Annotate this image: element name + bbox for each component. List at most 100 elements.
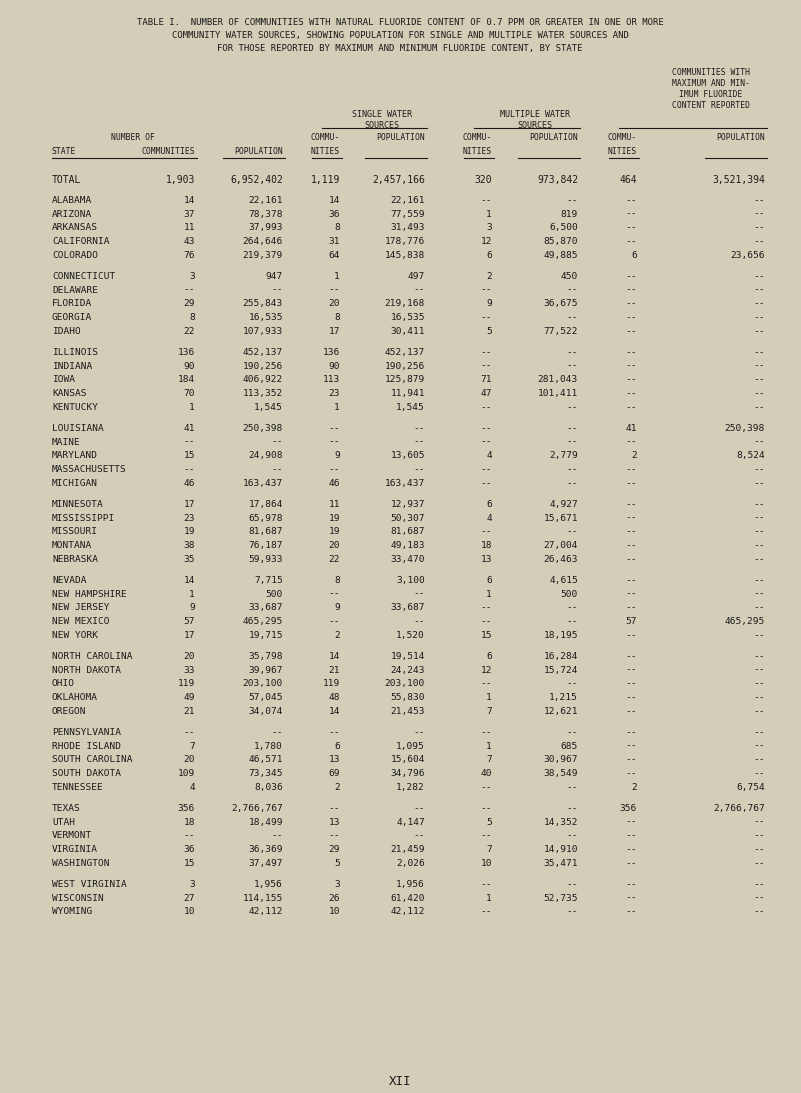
- Text: --: --: [566, 437, 578, 447]
- Text: NEW HAMPSHIRE: NEW HAMPSHIRE: [52, 589, 127, 599]
- Text: --: --: [754, 666, 765, 674]
- Text: 7: 7: [486, 755, 492, 764]
- Text: NEW JERSEY: NEW JERSEY: [52, 603, 110, 612]
- Text: PENNSYLVANIA: PENNSYLVANIA: [52, 728, 121, 737]
- Text: 16,284: 16,284: [544, 651, 578, 661]
- Text: GEORGIA: GEORGIA: [52, 314, 92, 322]
- Text: 19: 19: [183, 528, 195, 537]
- Text: --: --: [754, 880, 765, 889]
- Text: 24,243: 24,243: [391, 666, 425, 674]
- Text: 46: 46: [183, 479, 195, 487]
- Text: 16,535: 16,535: [391, 314, 425, 322]
- Text: 497: 497: [408, 272, 425, 281]
- Text: 29: 29: [328, 845, 340, 855]
- Text: --: --: [183, 437, 195, 447]
- Text: 255,843: 255,843: [243, 299, 283, 308]
- Text: --: --: [754, 479, 765, 487]
- Text: --: --: [626, 728, 637, 737]
- Text: 36: 36: [183, 845, 195, 855]
- Text: 500: 500: [561, 589, 578, 599]
- Text: ARIZONA: ARIZONA: [52, 210, 92, 219]
- Text: 59,933: 59,933: [248, 555, 283, 564]
- Text: 42,112: 42,112: [391, 907, 425, 916]
- Text: COMMUNITY WATER SOURCES, SHOWING POPULATION FOR SINGLE AND MULTIPLE WATER SOURCE: COMMUNITY WATER SOURCES, SHOWING POPULAT…: [171, 31, 629, 40]
- Text: --: --: [481, 424, 492, 433]
- Text: 190,256: 190,256: [384, 362, 425, 371]
- Text: SOUTH DAKOTA: SOUTH DAKOTA: [52, 769, 121, 778]
- Text: --: --: [626, 894, 637, 903]
- Text: 20: 20: [183, 755, 195, 764]
- Text: 85,870: 85,870: [544, 237, 578, 246]
- Text: --: --: [272, 466, 283, 474]
- Text: 2,457,166: 2,457,166: [372, 175, 425, 185]
- Text: --: --: [626, 741, 637, 751]
- Text: 1: 1: [486, 589, 492, 599]
- Text: OREGON: OREGON: [52, 707, 87, 716]
- Text: --: --: [754, 769, 765, 778]
- Text: 5: 5: [486, 327, 492, 336]
- Text: SOURCES: SOURCES: [364, 121, 400, 130]
- Text: --: --: [754, 741, 765, 751]
- Text: 27: 27: [183, 894, 195, 903]
- Text: --: --: [481, 437, 492, 447]
- Text: --: --: [754, 603, 765, 612]
- Text: --: --: [754, 707, 765, 716]
- Text: STATE: STATE: [52, 146, 76, 156]
- Text: CALIFORNIA: CALIFORNIA: [52, 237, 110, 246]
- Text: --: --: [481, 907, 492, 916]
- Text: 19,715: 19,715: [248, 631, 283, 640]
- Text: 452,137: 452,137: [384, 348, 425, 356]
- Text: 10: 10: [328, 907, 340, 916]
- Text: 22,161: 22,161: [391, 196, 425, 204]
- Text: 49: 49: [183, 693, 195, 702]
- Text: NEW MEXICO: NEW MEXICO: [52, 618, 110, 626]
- Text: 73,345: 73,345: [248, 769, 283, 778]
- Text: --: --: [481, 603, 492, 612]
- Text: --: --: [413, 424, 425, 433]
- Text: --: --: [481, 348, 492, 356]
- Text: --: --: [754, 859, 765, 868]
- Text: --: --: [566, 466, 578, 474]
- Text: 2,766,767: 2,766,767: [231, 803, 283, 813]
- Text: NEVADA: NEVADA: [52, 576, 87, 585]
- Text: LOUISIANA: LOUISIANA: [52, 424, 104, 433]
- Text: 7: 7: [189, 741, 195, 751]
- Text: 38,549: 38,549: [544, 769, 578, 778]
- Text: 9: 9: [189, 603, 195, 612]
- Text: --: --: [481, 196, 492, 204]
- Text: --: --: [626, 666, 637, 674]
- Text: --: --: [754, 348, 765, 356]
- Text: 6,952,402: 6,952,402: [230, 175, 283, 185]
- Text: COMMU-: COMMU-: [608, 133, 637, 142]
- Text: --: --: [626, 362, 637, 371]
- Text: --: --: [754, 693, 765, 702]
- Text: 1: 1: [189, 589, 195, 599]
- Text: --: --: [626, 589, 637, 599]
- Text: --: --: [754, 576, 765, 585]
- Text: MISSOURI: MISSOURI: [52, 528, 98, 537]
- Text: 7: 7: [486, 845, 492, 855]
- Text: --: --: [626, 479, 637, 487]
- Text: IOWA: IOWA: [52, 375, 75, 385]
- Text: --: --: [754, 466, 765, 474]
- Text: 50,307: 50,307: [391, 514, 425, 522]
- Text: 219,168: 219,168: [384, 299, 425, 308]
- Text: 15,724: 15,724: [544, 666, 578, 674]
- Text: --: --: [754, 403, 765, 412]
- Text: 114,155: 114,155: [243, 894, 283, 903]
- Text: 26,463: 26,463: [544, 555, 578, 564]
- Text: 57,045: 57,045: [248, 693, 283, 702]
- Text: --: --: [328, 832, 340, 841]
- Text: --: --: [754, 680, 765, 689]
- Text: 15,671: 15,671: [544, 514, 578, 522]
- Text: WISCONSIN: WISCONSIN: [52, 894, 104, 903]
- Text: 145,838: 145,838: [384, 251, 425, 260]
- Text: --: --: [754, 389, 765, 398]
- Text: NEBRASKA: NEBRASKA: [52, 555, 98, 564]
- Text: 14: 14: [328, 707, 340, 716]
- Text: 48: 48: [328, 693, 340, 702]
- Text: 500: 500: [266, 589, 283, 599]
- Text: 41: 41: [626, 424, 637, 433]
- Text: 1: 1: [486, 741, 492, 751]
- Text: POPULATION: POPULATION: [376, 133, 425, 142]
